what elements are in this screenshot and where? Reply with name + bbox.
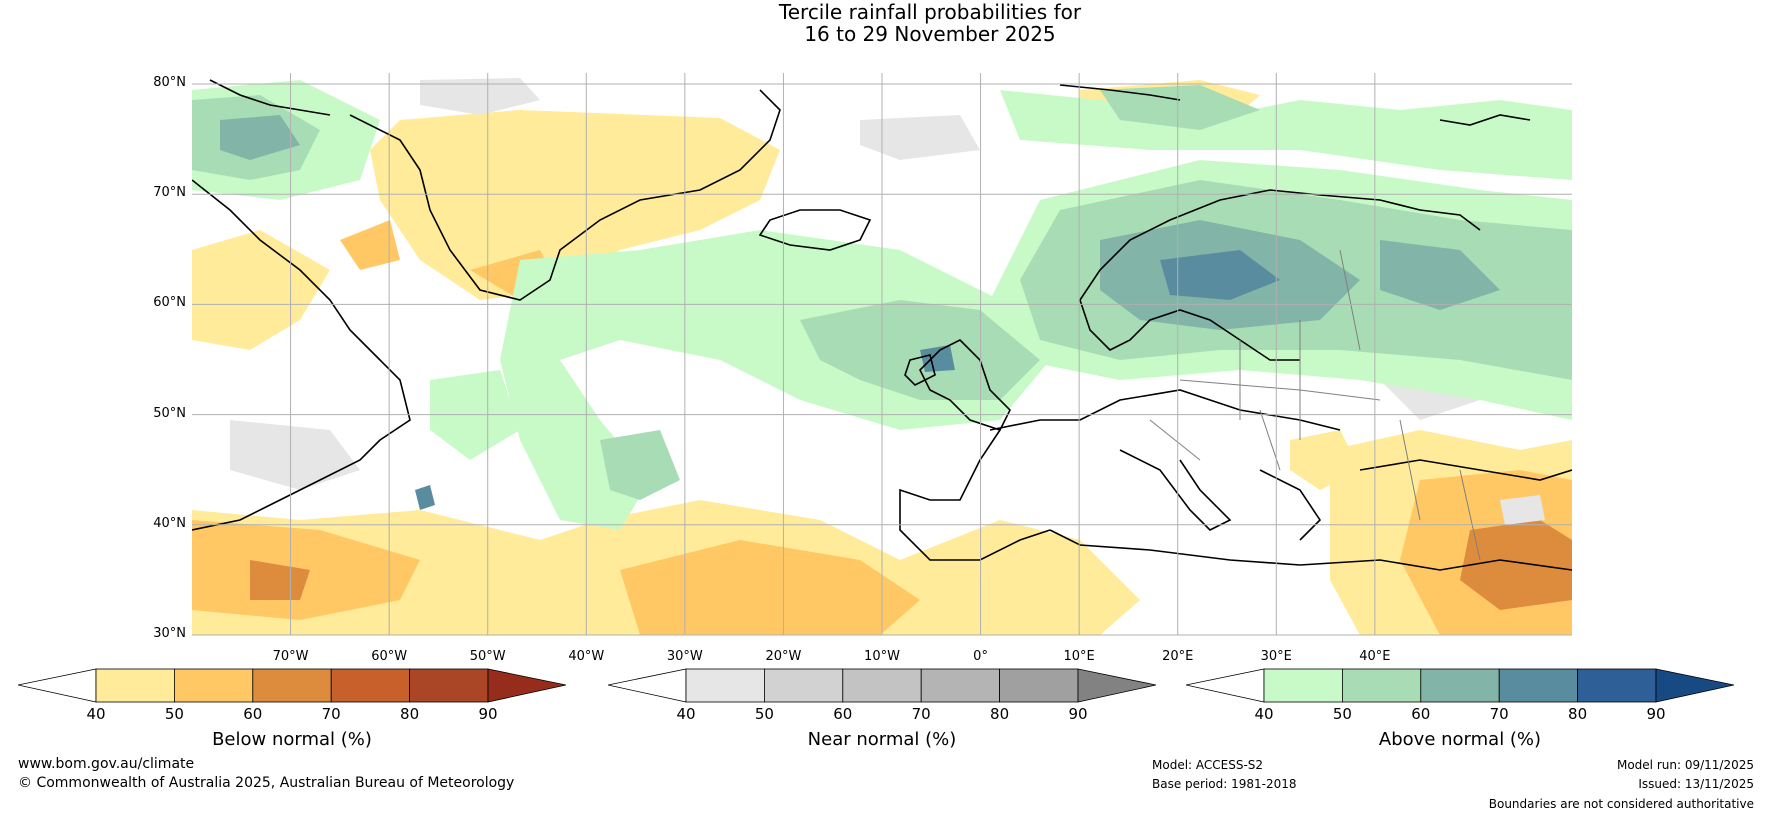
colorbar-segment <box>1263 668 1343 703</box>
colorbar-segment <box>999 668 1079 703</box>
colorbar-1 <box>608 668 1156 703</box>
colorbar-high-arrow <box>487 668 566 703</box>
lon-tick-label: 10°W <box>864 649 900 664</box>
colorbar-2 <box>1186 668 1734 703</box>
colorbar-high-arrow <box>1077 668 1156 703</box>
colorbar-segment <box>763 668 844 703</box>
colorbar-tick-label: 70 <box>1489 705 1509 723</box>
colorbar-tick-label: 40 <box>1254 705 1274 723</box>
colorbar-tick-label: 60 <box>833 705 853 723</box>
model-run-text: Model run: 09/11/2025 <box>1616 758 1754 772</box>
colorbar-low-arrow <box>608 668 687 703</box>
lon-tick-label: 10°E <box>1063 649 1095 664</box>
colorbar-tick-label: 90 <box>478 705 498 723</box>
base-period-text: Base period: 1981-2018 <box>1152 777 1297 791</box>
colorbar-tick-label: 70 <box>911 705 931 723</box>
colorbar-tick-label: 80 <box>990 705 1010 723</box>
colorbar-segment <box>95 668 175 703</box>
colorbar-tick-label: 60 <box>1411 705 1431 723</box>
colorbar-segment <box>1420 668 1500 703</box>
coastlines <box>192 79 1572 571</box>
lat-tick-label: 60°N <box>153 295 186 311</box>
colorbar-tick-label: 70 <box>321 705 341 723</box>
colorbar-tick-label: 50 <box>164 705 184 723</box>
colorbar-tick-label: 40 <box>676 705 696 723</box>
colorbar-tick-label: 90 <box>1646 705 1666 723</box>
lon-tick-label: 0° <box>973 649 988 664</box>
website-text: www.bom.gov.au/climate <box>18 756 195 772</box>
colorbar-title: Near normal (%) <box>807 729 957 750</box>
lon-tick-label: 20°E <box>1162 649 1194 664</box>
colorbar-segment <box>330 668 411 703</box>
lon-tick-label: 50°W <box>469 649 506 664</box>
lon-tick-label: 60°W <box>371 649 408 664</box>
lat-tick-label: 30°N <box>153 626 186 641</box>
colorbar-segment <box>920 668 1001 703</box>
colorbar-segment <box>1498 668 1579 703</box>
model-text: Model: ACCESS-S2 <box>1152 758 1264 772</box>
colorbar-segment <box>685 668 765 703</box>
rainfall-probability-map <box>192 73 1572 636</box>
colorbar-low-arrow <box>1186 668 1265 703</box>
colorbar-high-arrow <box>1655 668 1734 703</box>
lat-tick-label: 70°N <box>153 185 186 201</box>
colorbar-segment <box>409 668 489 703</box>
colorbar-segment <box>252 668 332 703</box>
lon-tick-label: 30°W <box>666 649 703 664</box>
colorbar-tick-label: 40 <box>86 705 106 723</box>
colorbar-title: Above normal (%) <box>1378 729 1542 750</box>
map-title-line1: Tercile rainfall probabilities for <box>778 0 1082 24</box>
below-normal-strong-regions <box>192 220 1572 635</box>
lat-tick-label: 80°N <box>153 75 186 91</box>
colorbar-0 <box>18 668 566 703</box>
above-normal-strong-regions <box>192 85 1572 510</box>
lon-tick-label: 20°W <box>765 649 802 664</box>
colorbar-tick-label: 90 <box>1068 705 1088 723</box>
lat-tick-label: 50°N <box>153 405 186 421</box>
colorbar-tick-label: 50 <box>1332 705 1352 723</box>
colorbar-title: Below normal (%) <box>212 729 372 750</box>
colorbar-segment <box>1577 668 1657 703</box>
lon-tick-label: 30°E <box>1260 649 1292 664</box>
lon-tick-label: 40°E <box>1359 649 1391 664</box>
colorbar-tick-label: 60 <box>243 705 263 723</box>
colorbar-segment <box>842 668 922 703</box>
disclaimer-text: Boundaries are not considered authoritat… <box>1488 797 1754 811</box>
lat-tick-label: 40°N <box>153 515 186 531</box>
colorbar-tick-label: 50 <box>754 705 774 723</box>
copyright-text: © Commonwealth of Australia 2025, Austra… <box>18 775 515 791</box>
graticule <box>192 73 1572 636</box>
colorbar-low-arrow <box>18 668 97 703</box>
colorbar-tick-label: 80 <box>1568 705 1588 723</box>
colorbar-tick-label: 80 <box>400 705 420 723</box>
colorbar-segment <box>173 668 254 703</box>
issued-text: Issued: 13/11/2025 <box>1638 777 1754 791</box>
colorbar-segment <box>1341 668 1422 703</box>
lon-tick-label: 70°W <box>272 649 309 664</box>
map-title-line2: 16 to 29 November 2025 <box>804 22 1056 46</box>
country-borders <box>1149 249 1481 561</box>
lon-tick-label: 40°W <box>568 649 605 664</box>
